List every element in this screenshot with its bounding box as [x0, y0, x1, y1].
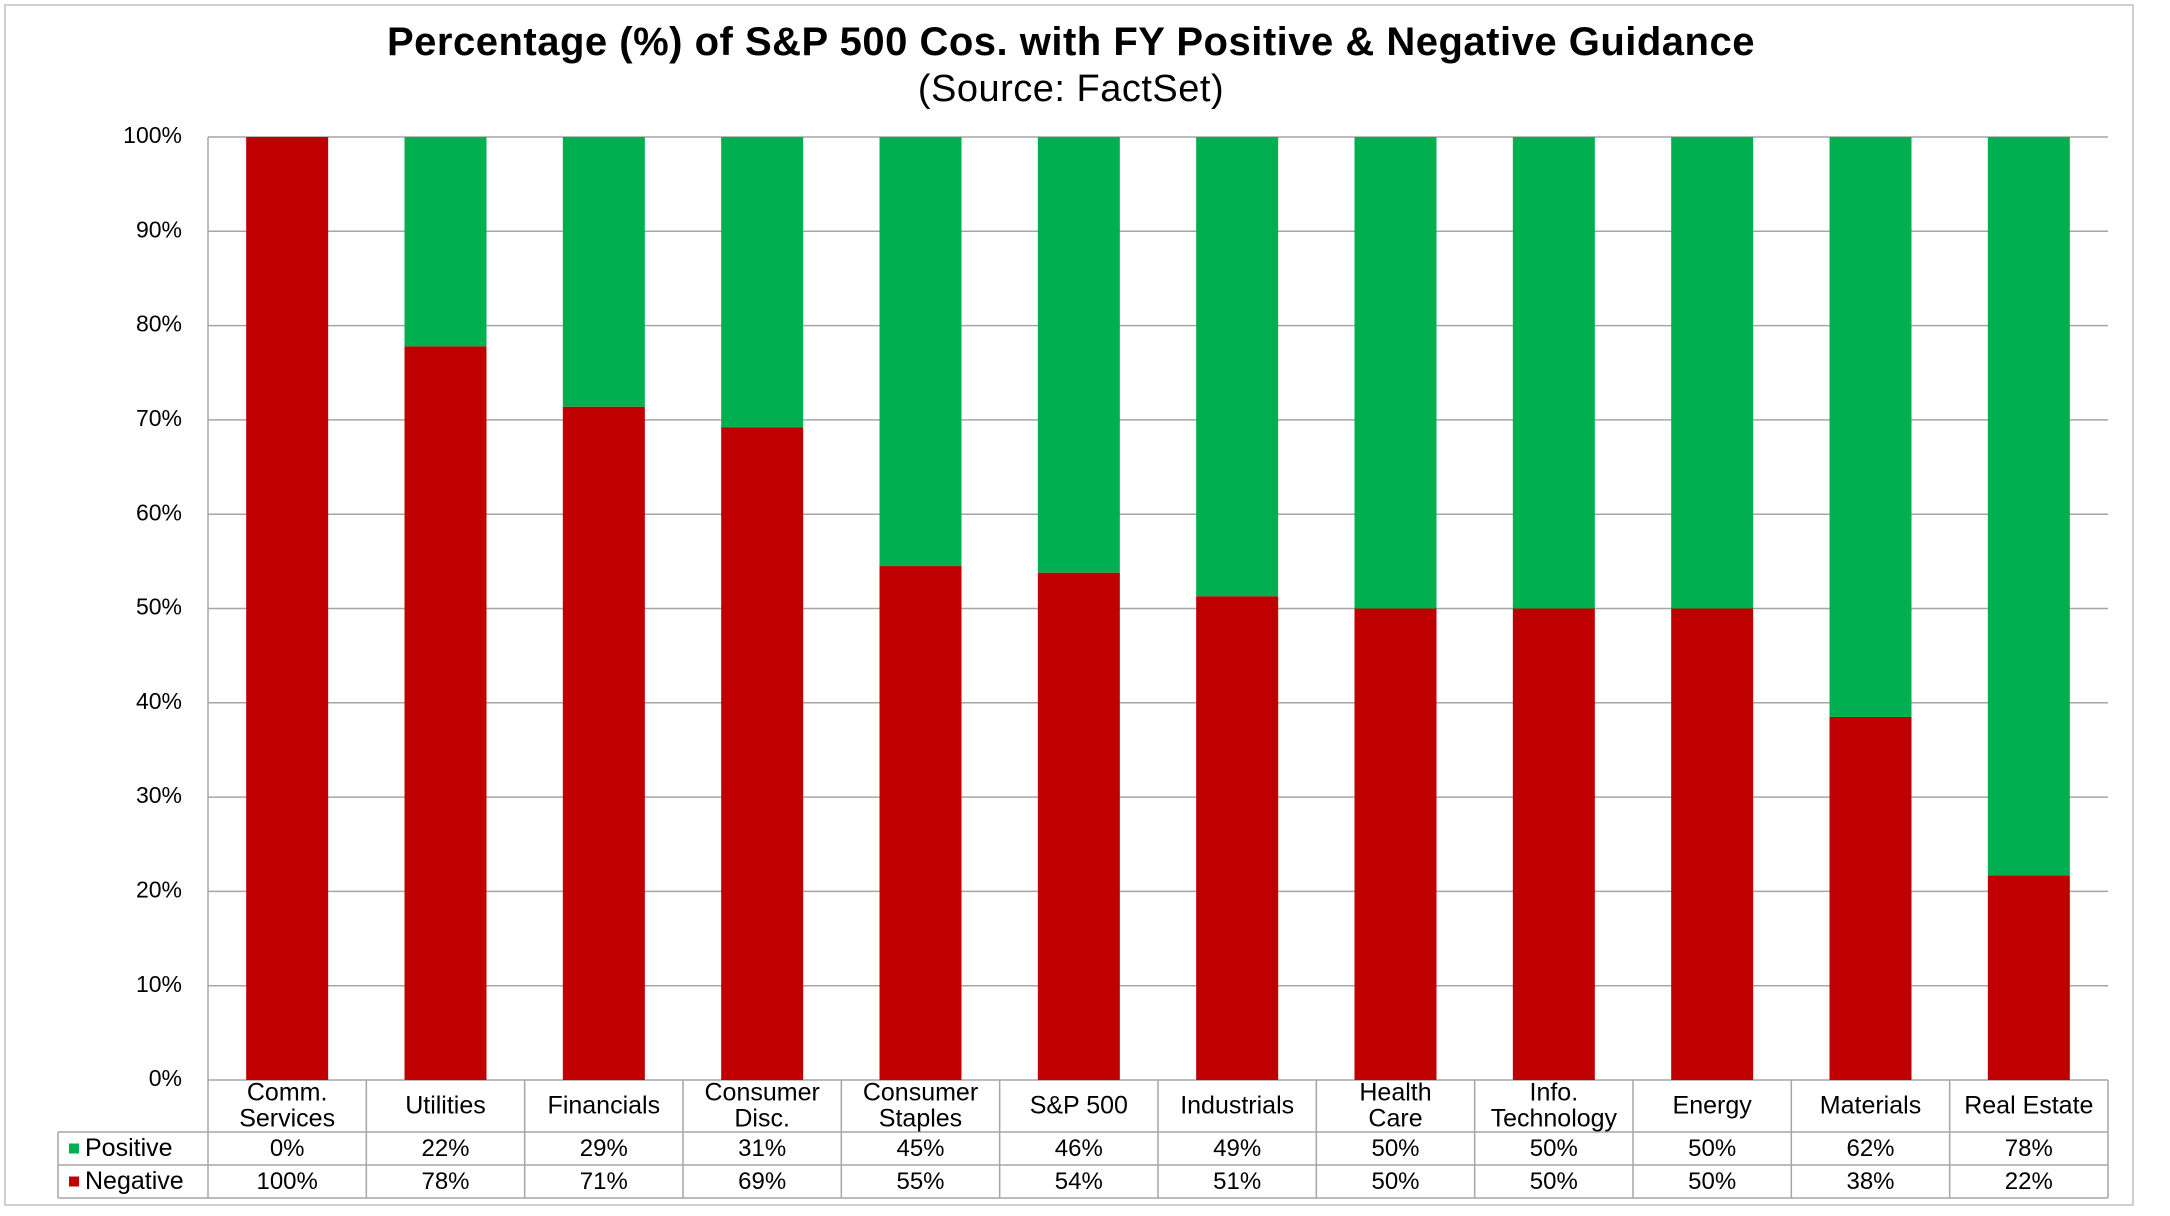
category-label: Disc.	[734, 1105, 790, 1133]
y-tick-label: 80%	[136, 311, 182, 337]
bar-positive	[1671, 137, 1754, 609]
y-tick-label: 70%	[136, 405, 182, 431]
bar-positive	[1512, 137, 1595, 609]
data-label: 71%	[580, 1168, 628, 1195]
bar-positive	[1037, 137, 1120, 573]
data-label: 62%	[1846, 1135, 1894, 1162]
bar-negative	[246, 137, 329, 1080]
y-tick-label: 0%	[149, 1065, 182, 1091]
legend-key-negative	[69, 1176, 79, 1187]
chart-subtitle: (Source: FactSet)	[917, 68, 1225, 110]
data-label: 50%	[1688, 1168, 1736, 1195]
bar-positive	[1196, 137, 1279, 597]
category-label: Consumer	[705, 1079, 820, 1107]
bar-positive	[1987, 137, 2070, 876]
category-label: Real Estate	[1964, 1092, 2093, 1120]
bar-negative	[1354, 608, 1437, 1080]
bar-positive	[404, 137, 487, 347]
data-label: 50%	[1371, 1135, 1419, 1162]
bar-negative	[1987, 875, 2070, 1080]
bar-negative	[1037, 572, 1120, 1080]
data-label: 31%	[738, 1135, 786, 1162]
data-label: 51%	[1213, 1168, 1261, 1195]
data-label: 38%	[1846, 1168, 1894, 1195]
category-label: Materials	[1820, 1092, 1921, 1120]
data-label: 69%	[738, 1168, 786, 1195]
data-label: 100%	[256, 1168, 317, 1195]
chart-title: Percentage (%) of S&P 500 Cos. with FY P…	[387, 20, 1755, 64]
data-label: 0%	[270, 1135, 305, 1162]
data-label: 78%	[421, 1168, 469, 1195]
data-label: 50%	[1688, 1135, 1736, 1162]
y-tick-label: 20%	[136, 876, 182, 902]
data-label: 22%	[421, 1135, 469, 1162]
category-label: S&P 500	[1030, 1092, 1128, 1120]
bar-positive	[1829, 137, 1912, 717]
category-label: Consumer	[863, 1079, 978, 1107]
category-label: Energy	[1673, 1092, 1753, 1120]
bar-negative	[879, 566, 962, 1080]
bar-negative	[1512, 608, 1595, 1080]
data-label: 55%	[896, 1168, 944, 1195]
data-label: 54%	[1055, 1168, 1103, 1195]
category-label: Staples	[879, 1105, 962, 1133]
data-label: 50%	[1530, 1135, 1578, 1162]
data-label: 50%	[1371, 1168, 1419, 1195]
data-label: 46%	[1055, 1135, 1103, 1162]
data-label: 22%	[2005, 1168, 2053, 1195]
legend-label-negative: Negative	[85, 1167, 184, 1195]
legend-key-positive	[69, 1143, 79, 1154]
y-tick-label: 30%	[136, 782, 182, 808]
data-label: 50%	[1530, 1168, 1578, 1195]
bar-positive	[1354, 137, 1437, 609]
data-label: 45%	[896, 1135, 944, 1162]
category-label: Technology	[1491, 1105, 1618, 1133]
y-tick-label: 50%	[136, 594, 182, 620]
category-label: Services	[239, 1105, 335, 1133]
bar-negative	[721, 427, 804, 1081]
bar-negative	[404, 346, 487, 1080]
category-label: Utilities	[405, 1092, 486, 1120]
bar-negative	[1671, 608, 1754, 1080]
bar-positive	[879, 137, 962, 567]
legend-label-positive: Positive	[85, 1134, 173, 1162]
data-label: 78%	[2005, 1135, 2053, 1162]
category-label: Info.	[1530, 1079, 1579, 1107]
bar-positive	[562, 137, 645, 407]
category-label: Health	[1359, 1079, 1431, 1107]
y-tick-label: 10%	[136, 971, 182, 997]
y-tick-label: 60%	[136, 499, 182, 525]
y-tick-label: 40%	[136, 688, 182, 714]
category-label: Care	[1368, 1105, 1422, 1133]
data-label: 29%	[580, 1135, 628, 1162]
bar-negative	[1829, 716, 1912, 1080]
data-label: 49%	[1213, 1135, 1261, 1162]
y-tick-label: 90%	[136, 216, 182, 242]
category-label: Comm.	[247, 1079, 328, 1107]
y-tick-label: 100%	[123, 122, 182, 148]
category-label: Industrials	[1180, 1092, 1294, 1120]
bar-positive	[721, 137, 804, 428]
bar-negative	[1196, 596, 1279, 1080]
category-label: Financials	[548, 1092, 661, 1120]
bar-negative	[562, 406, 645, 1080]
